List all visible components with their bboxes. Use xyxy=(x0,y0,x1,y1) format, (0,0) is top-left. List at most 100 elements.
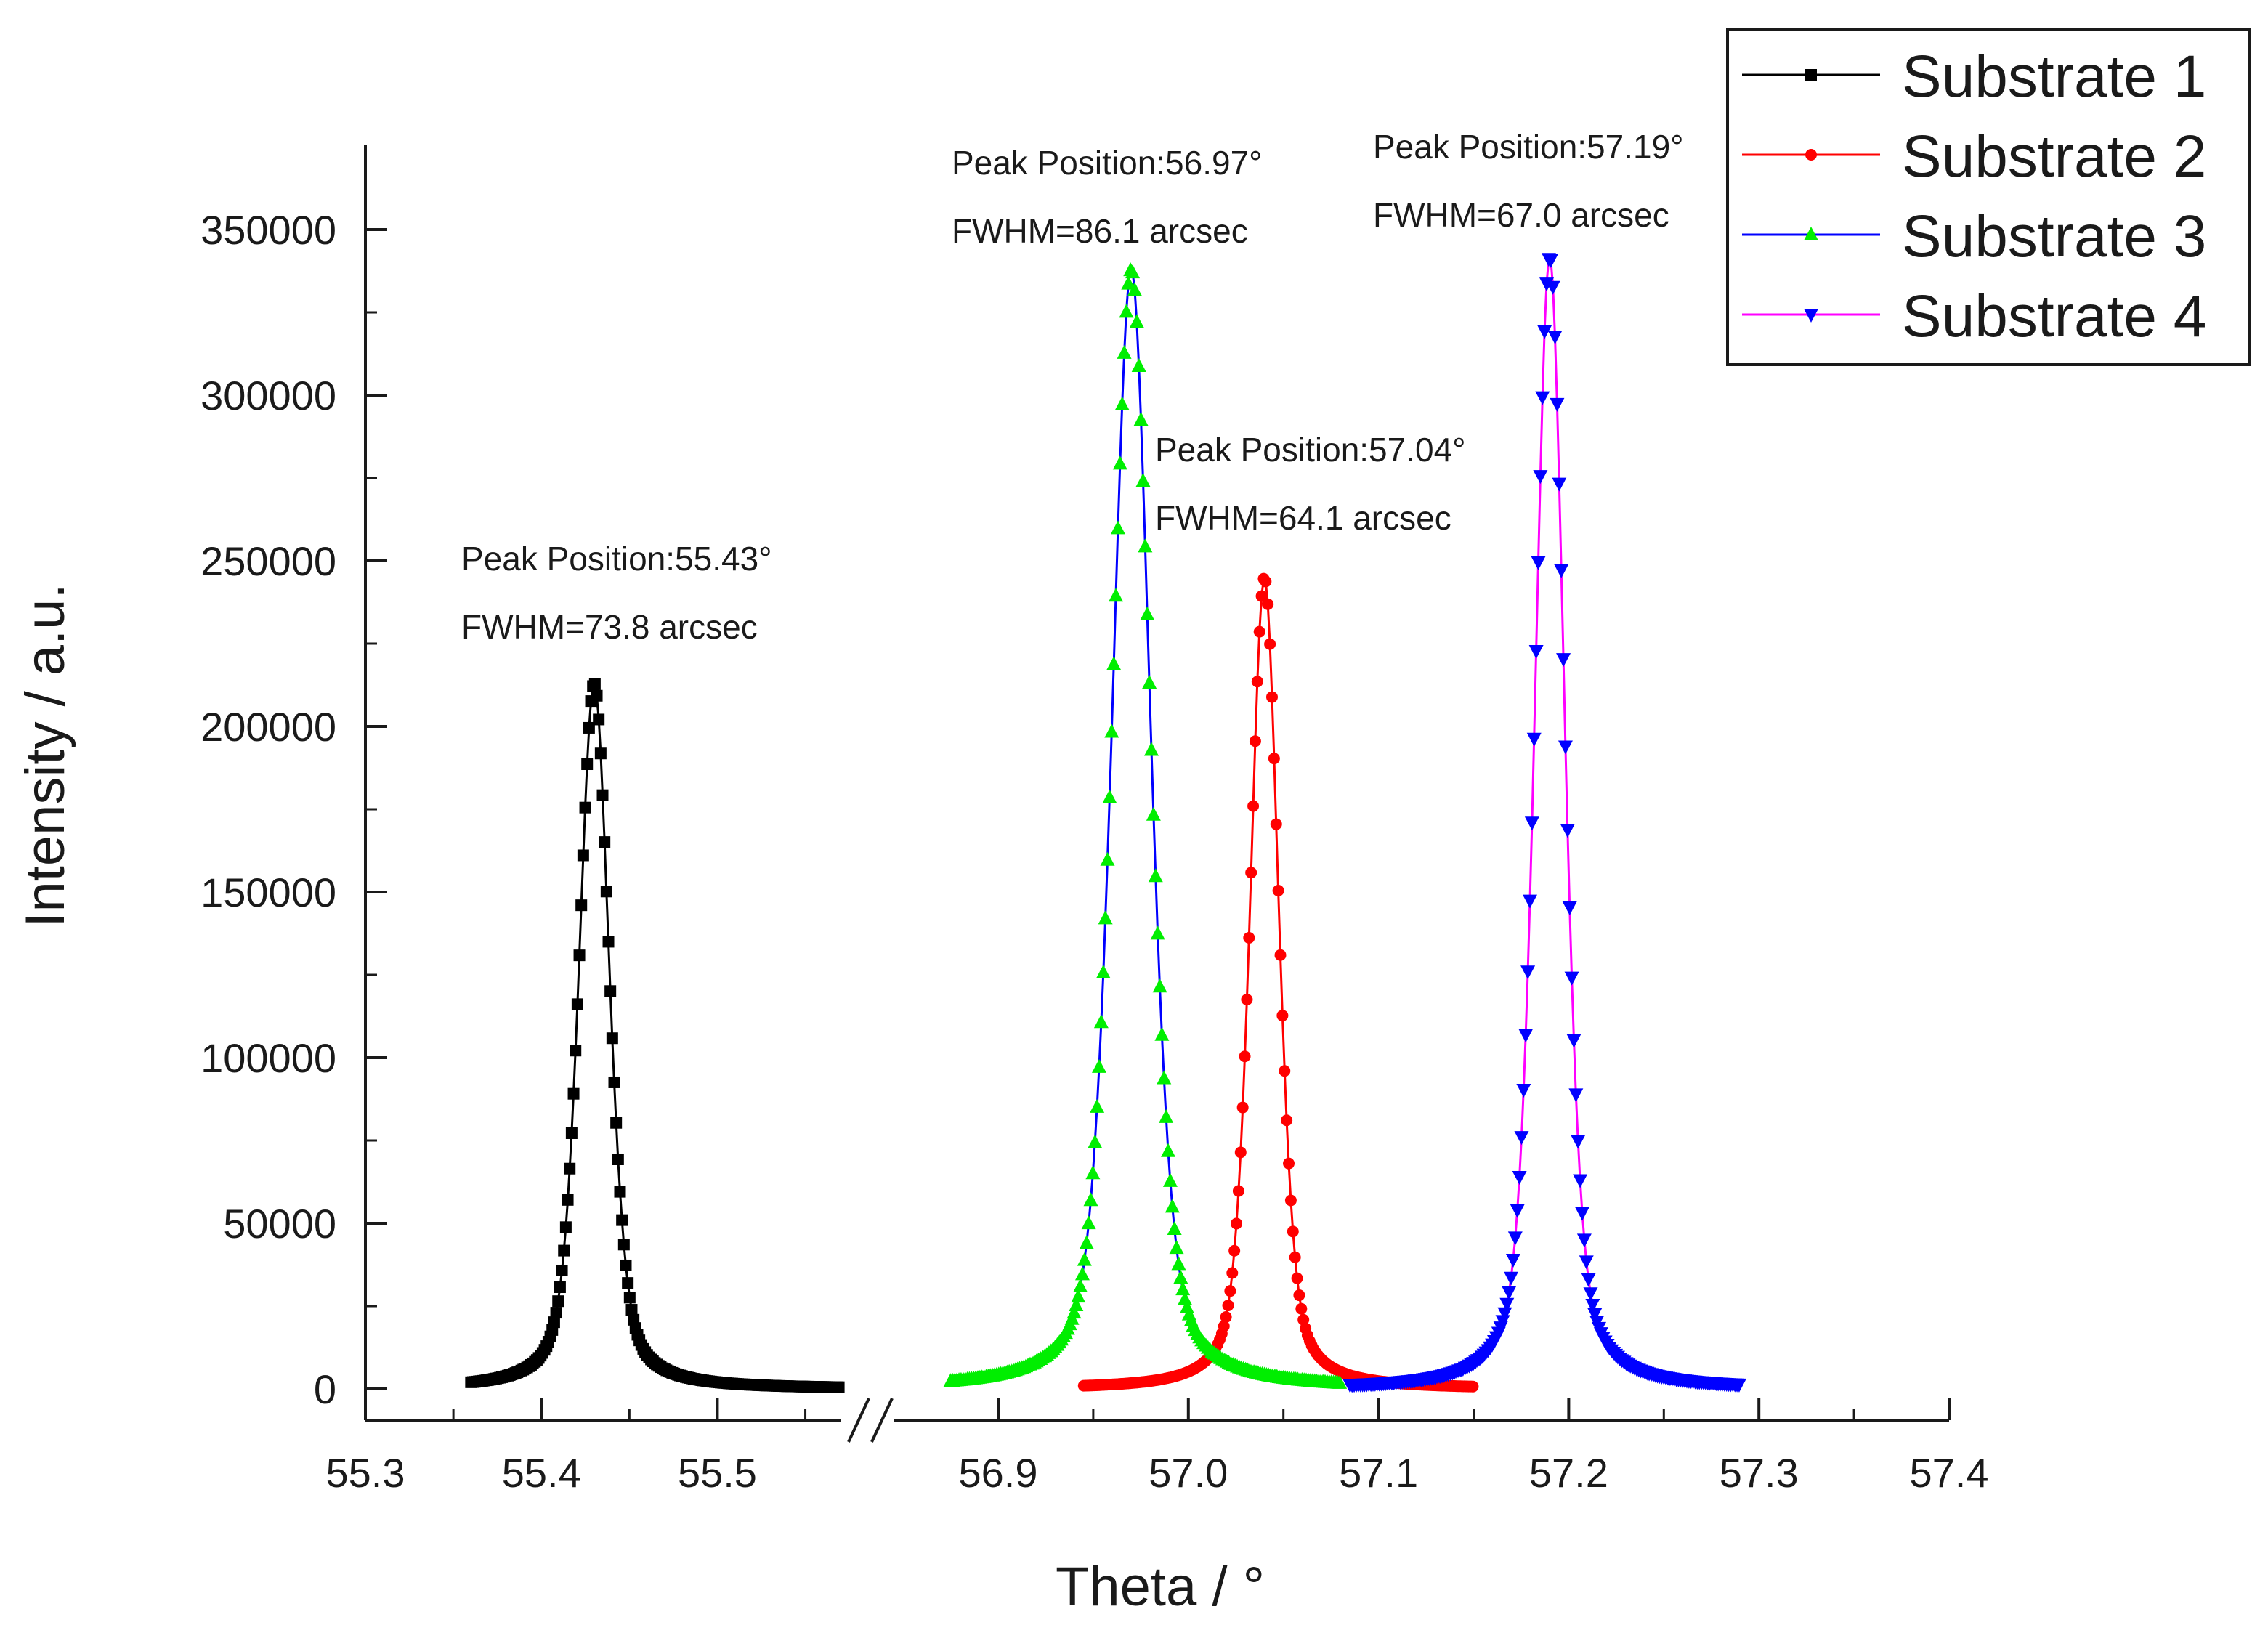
series-1 xyxy=(465,678,845,1393)
annotation-peak-position: Peak Position:57.19° xyxy=(1373,128,1684,166)
data-point xyxy=(1537,325,1552,339)
series-line xyxy=(471,681,839,1389)
data-point xyxy=(1152,978,1167,993)
data-point xyxy=(1175,1281,1191,1296)
data-point xyxy=(1224,1285,1236,1297)
axis-break-marks xyxy=(847,1398,894,1443)
data-point xyxy=(1253,625,1265,638)
annotations: Peak Position:55.43° FWHM=73.8 arcsec Peak… xyxy=(461,128,1684,646)
data-point xyxy=(1140,606,1155,620)
data-point xyxy=(833,1381,845,1393)
data-point xyxy=(556,1264,568,1276)
annotation-fwhm: FWHM=67.0 arcsec xyxy=(1373,196,1669,234)
x-tick-label: 55.4 xyxy=(502,1450,581,1496)
data-point xyxy=(1284,1194,1297,1207)
data-point xyxy=(575,899,588,912)
y-tick-label: 300000 xyxy=(201,373,336,418)
data-point xyxy=(591,689,603,702)
data-point xyxy=(1507,1231,1523,1246)
data-point xyxy=(1268,753,1280,765)
data-point xyxy=(1554,564,1569,578)
data-point xyxy=(1495,1315,1510,1329)
axes: 0 50000 100000 150000 200000 250000 300000 3500… xyxy=(201,145,1989,1496)
data-point xyxy=(1583,1287,1598,1302)
y-tick-label: 0 xyxy=(314,1366,336,1412)
legend-entry: Substrate 3 xyxy=(1742,203,2206,270)
x-tick-label: 57.2 xyxy=(1529,1450,1608,1496)
data-point xyxy=(1552,477,1567,492)
data-point xyxy=(1077,1252,1092,1266)
data-point xyxy=(1560,824,1575,838)
x-axis-title: Theta / ° xyxy=(1056,1556,1265,1618)
data-point xyxy=(593,713,605,726)
data-point xyxy=(1533,470,1548,485)
data-point xyxy=(1543,254,1558,268)
data-point xyxy=(608,1076,620,1088)
data-point xyxy=(1117,344,1132,359)
data-point xyxy=(564,1162,576,1175)
data-point xyxy=(1579,1255,1594,1270)
annotation-fwhm: FWHM=86.1 arcsec xyxy=(952,212,1248,250)
data-point xyxy=(1150,925,1165,940)
data-point xyxy=(1218,1320,1230,1332)
data-point xyxy=(1291,1272,1303,1284)
annotation-peak-position: Peak Position:55.43° xyxy=(461,540,772,578)
data-point xyxy=(1526,732,1542,747)
data-point xyxy=(1157,1070,1172,1085)
data-point xyxy=(1804,309,1818,323)
data-point xyxy=(588,678,601,690)
y-axis-title: Intensity / a.u. xyxy=(15,583,76,927)
data-point xyxy=(1173,1270,1188,1284)
data-point xyxy=(1805,69,1817,81)
data-point xyxy=(1556,653,1571,668)
data-point xyxy=(1125,264,1141,279)
data-point xyxy=(1241,993,1253,1005)
data-point xyxy=(570,1045,582,1057)
y-tick-label: 250000 xyxy=(201,538,336,584)
data-point xyxy=(1154,1026,1170,1041)
data-point xyxy=(1504,1271,1519,1286)
data-point xyxy=(1505,1253,1520,1268)
data-point xyxy=(1514,1131,1529,1146)
data-point xyxy=(1566,1034,1581,1048)
annotation-peak-position: Peak Position:57.04° xyxy=(1155,431,1466,469)
data-point xyxy=(623,1292,636,1304)
data-point xyxy=(1092,1058,1107,1073)
legend-entry: Substrate 4 xyxy=(1742,283,2206,349)
series-layer xyxy=(465,253,1746,1393)
x-tick-label: 57.4 xyxy=(1910,1450,1989,1496)
data-point xyxy=(1109,588,1124,602)
data-point xyxy=(1148,868,1163,883)
data-point xyxy=(1562,901,1577,915)
series-2 xyxy=(1077,572,1479,1393)
data-point xyxy=(602,936,615,948)
data-point xyxy=(1226,1267,1239,1279)
data-point xyxy=(1265,691,1278,703)
data-point xyxy=(1805,149,1817,161)
data-point xyxy=(1522,894,1537,909)
data-point xyxy=(1093,1014,1109,1029)
data-point xyxy=(1071,1289,1086,1303)
data-point xyxy=(625,1304,638,1316)
data-point xyxy=(617,1239,630,1251)
annotation-fwhm: FWHM=73.8 arcsec xyxy=(461,608,758,646)
data-point xyxy=(1573,1174,1588,1188)
data-point xyxy=(1144,742,1159,756)
y-tick-label: 350000 xyxy=(201,207,336,253)
data-point xyxy=(599,836,611,848)
data-point xyxy=(1520,965,1536,980)
legend-label: Substrate 2 xyxy=(1902,123,2206,190)
data-point xyxy=(1510,1204,1525,1218)
data-point xyxy=(1074,1266,1090,1281)
data-point xyxy=(606,1032,618,1045)
data-point xyxy=(1249,735,1261,747)
annotation-fwhm: FWHM=64.1 arcsec xyxy=(1155,499,1451,537)
data-point xyxy=(1518,1029,1534,1043)
data-point xyxy=(1287,1225,1299,1238)
data-point xyxy=(1098,910,1113,925)
peak-annotation: Peak Position:57.04° FWHM=64.1 arcsec xyxy=(1155,431,1466,537)
data-point xyxy=(1550,397,1565,412)
data-point xyxy=(1234,1146,1247,1159)
data-point xyxy=(1587,1308,1603,1322)
